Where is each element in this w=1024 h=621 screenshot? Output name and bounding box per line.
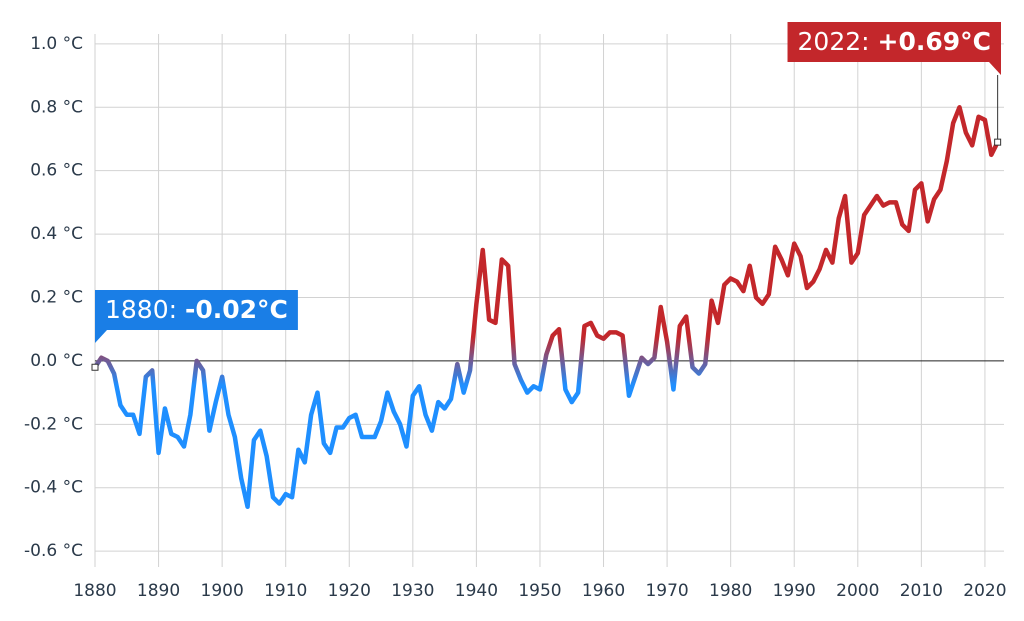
x-tick-label: 1930 [391, 581, 434, 601]
y-tick-label: 0.0 °C [30, 351, 83, 371]
x-tick-label: 1980 [709, 581, 752, 601]
annotation-text: 1880: -0.02°C [105, 295, 288, 324]
annotation-value: -0.02°C [185, 295, 288, 324]
x-tick-label: 1880 [73, 581, 116, 601]
x-tick-label: 1960 [582, 581, 625, 601]
annotation-box [787, 22, 1001, 62]
y-tick-label: -0.6 °C [24, 541, 83, 561]
x-tick-label: 1890 [137, 581, 180, 601]
x-tick-label: 1990 [773, 581, 816, 601]
x-tick-label: 1910 [264, 581, 307, 601]
annotation-pointer [95, 330, 107, 343]
x-tick-label: 2000 [836, 581, 879, 601]
annotation-text: 2022: +0.69°C [798, 27, 991, 56]
x-tick-label: 1900 [201, 581, 244, 601]
annotation-label: 1880: [105, 295, 177, 324]
x-tick-label: 1970 [645, 581, 688, 601]
annotation-pointer [989, 62, 1001, 75]
temperature-line [92, 105, 1000, 510]
point-marker [994, 138, 1002, 146]
y-tick-label: 0.8 °C [30, 97, 83, 117]
annotation-value: +0.69°C [878, 27, 991, 56]
annotation: 1880: -0.02°C [91, 290, 298, 371]
x-tick-label: 1920 [328, 581, 371, 601]
x-tick-label: 2010 [900, 581, 943, 601]
annotation-box [95, 290, 298, 330]
x-tick-label: 1940 [455, 581, 498, 601]
x-tick-label: 1950 [518, 581, 561, 601]
annotation: 2022: +0.69°C [787, 22, 1002, 146]
y-tick-label: -0.2 °C [24, 414, 83, 434]
point-marker [91, 363, 99, 371]
y-tick-label: 0.2 °C [30, 288, 83, 308]
y-tick-label: 1.0 °C [30, 34, 83, 54]
y-tick-label: -0.4 °C [24, 478, 83, 498]
annotation-label: 2022: [798, 27, 870, 56]
y-tick-label: 0.4 °C [30, 224, 83, 244]
y-tick-label: 0.6 °C [30, 161, 83, 181]
x-tick-label: 2020 [963, 581, 1006, 601]
